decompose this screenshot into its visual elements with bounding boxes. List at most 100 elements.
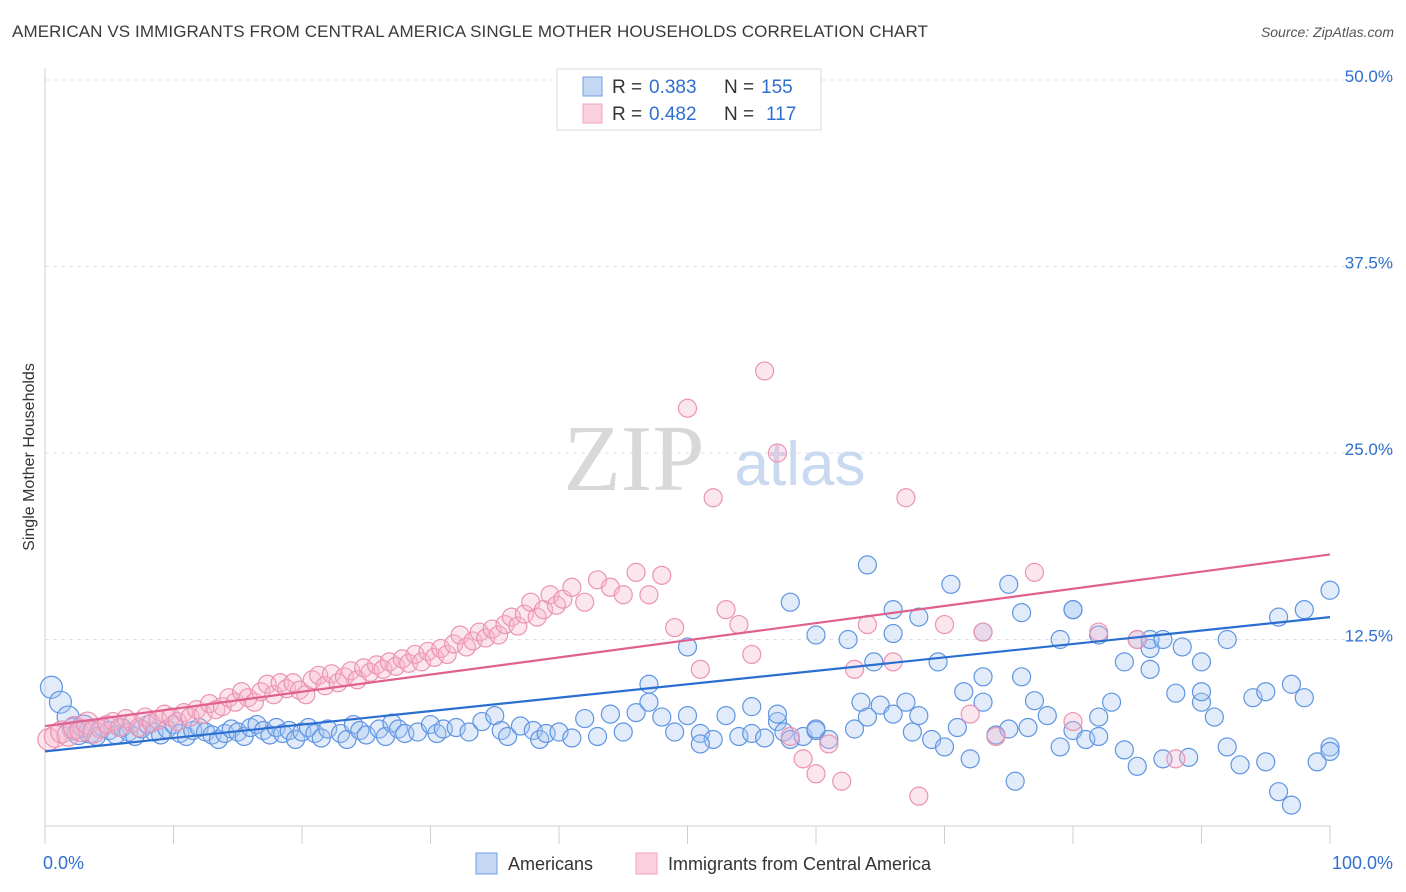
americans-point <box>1140 659 1160 679</box>
n-label: N = <box>724 77 754 98</box>
americans-point <box>1320 737 1340 757</box>
immigrants-point <box>934 614 955 635</box>
immigrants-point <box>437 644 457 665</box>
americans-point <box>896 692 916 712</box>
americans-point <box>1256 752 1276 772</box>
americans-point <box>1204 707 1224 727</box>
immigrants-point <box>1024 562 1045 582</box>
legend-immigrants-swatch <box>635 852 658 875</box>
immigrants-point <box>129 717 149 738</box>
r-label: R = <box>612 104 642 125</box>
x-tick-label: 100.0% <box>1332 853 1393 873</box>
americans-point <box>613 722 633 742</box>
immigrants-point <box>1089 622 1109 642</box>
immigrants-point <box>793 749 813 769</box>
immigrants-point <box>742 644 762 665</box>
americans-trend-line <box>44 616 1331 753</box>
americans-point <box>639 674 659 694</box>
immigrants-point <box>896 488 916 508</box>
y-tick-labels: 12.5% 25.0% 37.5% 50.0% <box>1345 67 1393 646</box>
americans-point <box>1268 782 1289 802</box>
immigrants-point <box>1166 749 1186 769</box>
immigrants-point <box>575 592 595 612</box>
watermark-zip: ZIP <box>564 407 705 511</box>
immigrants-point <box>986 726 1006 747</box>
americans-point <box>767 704 788 724</box>
americans-point <box>960 749 980 769</box>
americans-point <box>677 705 698 726</box>
americans-point <box>1101 692 1122 712</box>
americans-n-value: 155 <box>761 77 793 98</box>
americans-point <box>1011 603 1032 623</box>
immigrants-point <box>1063 711 1083 732</box>
americans-point <box>1281 674 1302 694</box>
immigrants-n-value: 117 <box>766 104 796 125</box>
americans-point <box>973 667 993 687</box>
americans-point <box>498 726 518 747</box>
immigrants-point <box>960 704 980 724</box>
americans-point <box>1024 691 1045 711</box>
immigrants-point <box>540 585 560 605</box>
americans-point <box>883 623 903 644</box>
americans-point <box>318 719 338 739</box>
americans-point <box>1089 707 1109 727</box>
immigrants-point <box>626 562 646 582</box>
americans-point <box>1172 637 1192 657</box>
y-tick-label: 50.0% <box>1345 67 1393 86</box>
americans-swatch <box>582 76 603 97</box>
americans-point <box>902 722 922 742</box>
americans-point <box>652 707 672 727</box>
americans-point <box>1307 752 1327 772</box>
immigrants-point <box>909 786 929 806</box>
immigrants-point <box>665 617 685 638</box>
americans-point <box>1166 683 1186 703</box>
americans-point <box>819 729 839 750</box>
americans-point <box>1191 692 1212 712</box>
americans-point <box>928 652 948 672</box>
immigrants-point <box>527 607 547 627</box>
americans-point <box>806 719 826 739</box>
immigrants-point <box>639 585 659 605</box>
y-tick-label: 37.5% <box>1345 254 1393 273</box>
americans-point <box>639 692 659 712</box>
x-tick-labels: 0.0% 100.0% <box>43 853 1393 873</box>
americans-point <box>1114 652 1135 672</box>
n-label: N = <box>724 104 754 125</box>
immigrants-point <box>283 673 303 693</box>
americans-point <box>1018 717 1038 738</box>
source-label: Source: ZipAtlas.com <box>1260 24 1394 40</box>
americans-point <box>1320 580 1340 600</box>
americans-point <box>1191 682 1212 702</box>
americans-point <box>1191 652 1212 672</box>
americans-point <box>1037 705 1057 726</box>
americans-point <box>909 705 929 726</box>
americans-point <box>39 675 64 699</box>
americans-point <box>575 708 595 729</box>
immigrants-point <box>69 718 93 743</box>
americans-point <box>780 592 800 612</box>
americans-point <box>716 705 736 726</box>
americans-point <box>857 555 878 575</box>
americans-point <box>767 711 788 732</box>
americans-point <box>909 607 929 627</box>
americans-point <box>1320 741 1340 762</box>
y-tick-label: 12.5% <box>1345 627 1393 646</box>
americans-point <box>742 723 762 744</box>
immigrants-point <box>754 361 775 381</box>
americans-point <box>1063 600 1083 620</box>
americans-point <box>1127 756 1147 776</box>
americans-point <box>1294 600 1314 620</box>
stats-legend: R = 0.383 N = 155 R = 0.482 N = 117 <box>556 68 822 131</box>
americans-point <box>973 692 993 712</box>
immigrants-point <box>819 734 839 754</box>
americans-point <box>1281 795 1302 815</box>
series-immigrants-points <box>37 361 1186 806</box>
immigrants-point <box>844 659 865 679</box>
immigrants-point <box>767 443 788 463</box>
immigrants-point <box>806 764 826 784</box>
immigrants-point <box>973 622 993 642</box>
americans-point <box>1114 740 1135 760</box>
americans-point <box>446 717 466 738</box>
americans-point <box>999 574 1019 594</box>
americans-point <box>1089 726 1109 747</box>
